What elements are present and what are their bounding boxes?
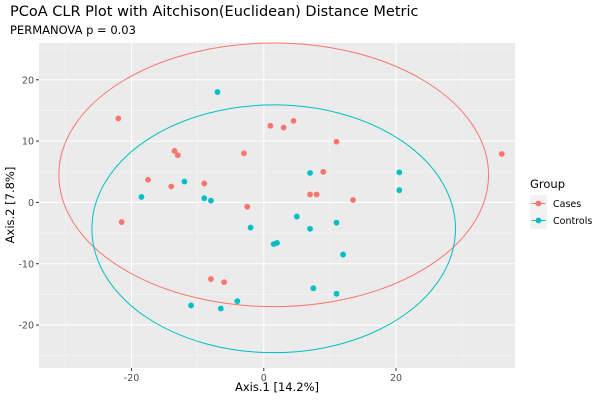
point-controls: [234, 298, 241, 305]
ellipses: [58, 42, 490, 354]
grid-minor: [39, 43, 515, 368]
y-ticks: -20 -10 0 10 20: [18, 75, 39, 332]
point-cases: [174, 152, 181, 159]
point-controls: [217, 305, 224, 312]
point-controls: [181, 178, 188, 185]
y-tick-label: -20: [18, 321, 34, 332]
legend-title: Group: [530, 177, 565, 191]
point-controls: [333, 219, 340, 226]
plot-panel: [39, 43, 515, 368]
chart-title: PCoA CLR Plot with Aitchison(Euclidean) …: [10, 4, 419, 20]
point-controls: [201, 195, 208, 202]
point-cases: [498, 151, 505, 157]
y-tick-label: -10: [18, 259, 34, 270]
point-cases: [290, 117, 297, 124]
point-cases: [244, 203, 251, 210]
point-cases: [320, 168, 327, 175]
point-cases: [171, 148, 178, 154]
point-controls: [188, 302, 194, 309]
ellipse-controls: [91, 104, 457, 354]
x-axis-label: Axis.1 [14.2%]: [235, 380, 319, 394]
point-cases: [115, 115, 122, 122]
grid-major: [39, 43, 515, 368]
point-cases: [207, 276, 214, 282]
y-axis-label: Axis.2 [7.8%]: [3, 167, 17, 244]
y-tick-label: 20: [22, 75, 34, 86]
points: [115, 89, 505, 312]
point-cases: [350, 197, 356, 203]
point-controls: [307, 225, 313, 232]
legend-key-point: [535, 200, 542, 207]
point-controls: [274, 240, 280, 246]
point-controls: [293, 213, 300, 220]
point-cases: [241, 150, 247, 157]
x-tick-label: 20: [390, 373, 402, 384]
x-tick-label: -20: [124, 373, 140, 384]
point-controls: [207, 197, 214, 204]
legend-label-controls: Controls: [553, 216, 592, 227]
point-controls: [340, 251, 347, 258]
x-ticks: -20 0 20: [124, 368, 402, 384]
point-cases: [168, 183, 175, 190]
ellipse-cases: [58, 42, 490, 308]
point-cases: [145, 176, 151, 183]
point-cases: [221, 279, 228, 286]
x-tick-label: 0: [261, 373, 267, 384]
point-controls: [247, 224, 254, 231]
point-controls: [333, 290, 340, 297]
point-controls: [310, 285, 317, 292]
point-cases: [333, 138, 340, 145]
point-controls: [138, 194, 145, 200]
point-cases: [267, 122, 274, 129]
chart-subtitle: PERMANOVA p = 0.03: [10, 23, 136, 37]
point-controls: [307, 170, 313, 176]
legend-label-cases: Cases: [553, 199, 581, 210]
point-cases: [201, 180, 208, 187]
y-tick-label: 0: [28, 198, 34, 209]
y-tick-label: 10: [22, 137, 34, 148]
point-controls: [214, 89, 221, 95]
point-controls: [396, 169, 403, 176]
point-controls: [396, 187, 403, 194]
point-cases: [118, 219, 125, 225]
legend: Group Cases Controls: [530, 177, 592, 229]
legend-key-point: [535, 217, 542, 224]
point-cases: [307, 191, 313, 198]
point-cases: [313, 191, 320, 198]
point-cases: [280, 124, 287, 131]
